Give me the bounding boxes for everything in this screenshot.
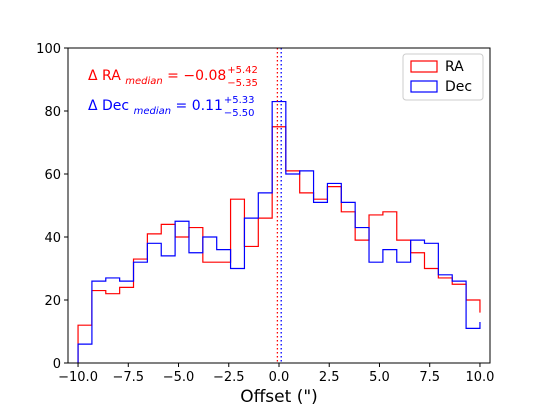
median-lines bbox=[276, 48, 282, 363]
x-tick-label: −10.0 bbox=[58, 370, 98, 385]
y-tick-label: 20 bbox=[44, 294, 61, 309]
y-tick-label: 0 bbox=[53, 357, 61, 372]
annotation-dec-eq: = 0.11 bbox=[176, 98, 223, 114]
legend-swatch-ra bbox=[410, 60, 438, 73]
x-tick-label: −5.0 bbox=[163, 370, 195, 385]
annotations: Δ RA median = −0.08 +5.42 −5.35 Δ Dec me… bbox=[88, 65, 258, 119]
ticks-layer: −10.0 −7.5 −5.0 −2.5 0.0 2.5 5.0 7.5 10.0 0 20 40 60… bbox=[36, 42, 494, 385]
x-tick-label: −7.5 bbox=[112, 370, 144, 385]
x-tick-label: 5.0 bbox=[369, 370, 390, 385]
legend: RA Dec bbox=[402, 53, 484, 101]
annotation-ra-upper: +5.42 bbox=[227, 65, 258, 76]
y-tick-label: 100 bbox=[36, 42, 61, 57]
y-tick-label: 60 bbox=[44, 168, 61, 183]
x-tick-label: 7.5 bbox=[419, 370, 440, 385]
series-dec-histogram bbox=[77, 100, 481, 363]
annotation-dec-prefix: Δ Dec bbox=[88, 98, 129, 114]
annotation-dec-sub: median bbox=[134, 106, 172, 117]
legend-label-dec: Dec bbox=[445, 79, 472, 95]
x-tick-label: 10.0 bbox=[465, 370, 494, 385]
series-layer bbox=[77, 100, 481, 363]
annotation-ra-lower: −5.35 bbox=[227, 78, 258, 89]
series-ra-histogram bbox=[77, 126, 481, 363]
annotation-ra-sub: median bbox=[125, 76, 163, 87]
annotation-ra-prefix: Δ RA bbox=[88, 68, 121, 84]
x-tick-label: 0.0 bbox=[269, 370, 290, 385]
x-tick-label: −2.5 bbox=[213, 370, 245, 385]
annotation-ra-median: Δ RA median = −0.08 bbox=[88, 68, 226, 88]
y-tick-label: 40 bbox=[44, 231, 61, 246]
annotation-ra-eq: = −0.08 bbox=[167, 68, 226, 84]
x-tick-label: 2.5 bbox=[319, 370, 340, 385]
annotation-dec-upper: +5.33 bbox=[224, 95, 255, 106]
legend-box bbox=[402, 53, 484, 101]
y-tick-label: 80 bbox=[44, 105, 61, 120]
annotation-dec-median: Δ Dec median = 0.11 bbox=[88, 98, 223, 118]
legend-label-ra: RA bbox=[445, 59, 464, 75]
legend-swatch-dec bbox=[410, 80, 438, 93]
x-axis-label: Offset (") bbox=[240, 387, 318, 407]
annotation-dec-lower: −5.50 bbox=[224, 108, 255, 119]
